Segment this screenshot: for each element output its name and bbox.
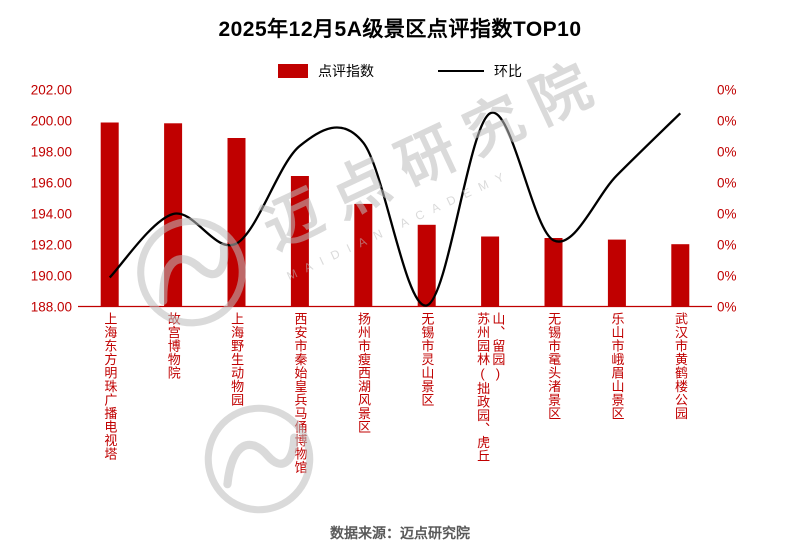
legend-line-swatch <box>438 70 484 72</box>
x-label-4: 扬州市瘦西湖风景区 <box>355 312 371 434</box>
x-label-7: 无锡市鼋头渚景区 <box>546 312 562 420</box>
y-tick-right: 0% <box>717 237 737 253</box>
x-label-6: 苏州园林(拙政园、虎丘山、留园) <box>475 312 506 463</box>
bar-8 <box>607 239 626 307</box>
y-tick-right: 0% <box>717 268 737 284</box>
y-tick-left: 194.00 <box>30 206 72 222</box>
x-label-9: 武汉市黄鹤楼公园 <box>672 312 688 420</box>
legend-item-bar: 点评指数 <box>278 61 374 81</box>
x-label-5: 无锡市灵山景区 <box>419 312 435 407</box>
x-axis-labels: 上海东方明珠广播电视塔 故宫博物院 上海野生动物园 西安市秦始皇兵马俑博物馆 扬州市瘦西… <box>0 312 800 520</box>
x-label-0: 上海东方明珠广播电视塔 <box>102 312 118 461</box>
bar-5 <box>417 224 436 307</box>
x-label-8: 乐山市峨眉山景区 <box>609 312 625 420</box>
data-source: 数据来源：迈点研究院 <box>330 525 470 541</box>
x-label-1: 故宫博物院 <box>165 312 181 380</box>
line-series <box>108 111 682 307</box>
y-tick-left: 198.00 <box>30 144 72 160</box>
bar-2 <box>227 138 246 307</box>
bar-9 <box>671 244 690 307</box>
bar-6 <box>481 236 500 307</box>
y-tick-right: 0% <box>717 82 737 98</box>
legend-line-label: 环比 <box>494 63 522 79</box>
bar-4 <box>354 203 373 307</box>
y-tick-left: 200.00 <box>30 113 72 129</box>
y-tick-right: 0% <box>717 113 737 129</box>
y-tick-right: 0% <box>717 175 737 191</box>
y-tick-left: 190.00 <box>30 268 72 284</box>
y-tick-left: 192.00 <box>30 237 72 253</box>
chart-canvas <box>78 111 712 308</box>
legend-item-line: 环比 <box>438 61 522 81</box>
chart-title: 2025年12月5A级景区点评指数TOP10 <box>218 18 582 41</box>
y-tick-left: 202.00 <box>30 82 72 98</box>
bar-3 <box>290 176 309 307</box>
x-label-3: 西安市秦始皇兵马俑博物馆 <box>292 312 308 474</box>
y-tick-right: 0% <box>717 206 737 222</box>
legend: 点评指数 环比 <box>0 61 800 81</box>
legend-bar-label: 点评指数 <box>318 63 374 79</box>
y-tick-right: 0% <box>717 144 737 160</box>
bar-7 <box>544 238 563 307</box>
legend-bar-swatch <box>278 64 308 78</box>
x-label-2: 上海野生动物园 <box>229 312 245 407</box>
bar-0 <box>100 122 119 307</box>
y-tick-left: 196.00 <box>30 175 72 191</box>
